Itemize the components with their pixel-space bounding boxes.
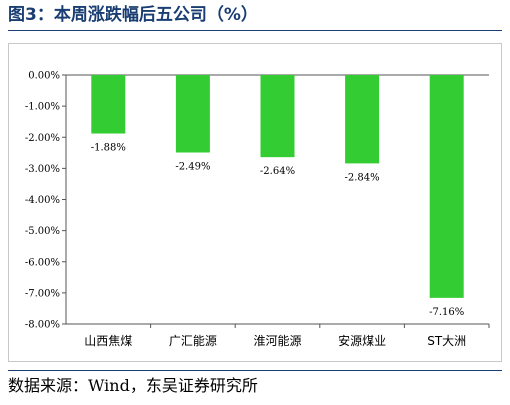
data-label: -2.49% (175, 162, 210, 173)
y-tick-label: -8.00% (25, 320, 60, 331)
bar (175, 75, 210, 153)
y-tick-label: 0.00% (28, 71, 60, 82)
y-tick-label: -7.00% (25, 288, 60, 299)
data-label: -1.88% (91, 143, 126, 154)
bar (260, 75, 295, 158)
category-label: 安源煤业 (338, 333, 386, 348)
source-divider (8, 370, 502, 371)
bar-chart: 0.00% -1.00% -2.00% -3.00% -4.00% -5.00% -6.00… (25, 71, 490, 348)
category-label: 山西焦煤 (84, 334, 132, 348)
y-tick-label: -5.00% (25, 226, 60, 237)
title-divider (8, 30, 502, 31)
data-label: -2.64% (260, 166, 295, 177)
y-tick-label: -1.00% (25, 102, 60, 113)
source-note: 数据来源：Wind，东吴证券研究所 (8, 376, 258, 395)
y-tick-label: -2.00% (25, 133, 60, 144)
category-label: ST大洲 (427, 334, 466, 348)
category-label: 广汇能源 (169, 334, 217, 348)
y-tick-label: -3.00% (25, 164, 60, 175)
y-tick-label: -4.00% (25, 195, 60, 206)
bar (345, 75, 380, 164)
chart-frame: 0.00% -1.00% -2.00% -3.00% -4.00% -5.00% -6.00… (8, 43, 502, 362)
category-label: 淮河能源 (253, 334, 301, 348)
data-label: -2.84% (345, 172, 380, 183)
figure-title: 图3：本周涨跌幅后五公司（%） (8, 5, 258, 25)
data-label: -7.16% (429, 307, 464, 318)
y-tick-label: -6.00% (25, 257, 60, 268)
bar (429, 75, 464, 298)
bar (91, 75, 126, 134)
